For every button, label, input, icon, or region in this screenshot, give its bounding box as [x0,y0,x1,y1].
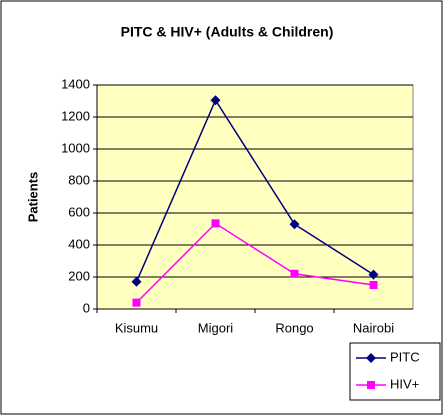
marker [368,269,379,280]
marker [369,281,378,289]
marker [366,353,376,363]
y-tick-label: 800 [68,172,90,187]
y-tick-label: 200 [68,268,90,283]
y-tick-label: 0 [83,300,90,315]
marker [290,269,299,278]
legend-label: HIV+ [390,376,419,391]
marker [367,381,375,389]
x-tick-label: Rongo [275,320,313,335]
marker [210,95,221,106]
marker [132,298,141,307]
chart-title: PITC & HIV+ (Adults & Children) [121,24,334,40]
series-line [135,222,374,304]
y-tick-label: 1000 [61,140,90,155]
x-tick-label: Migori [198,320,234,335]
y-tick-label: 1400 [61,76,90,91]
marker [211,219,220,228]
legend-label: PITC [390,349,420,364]
y-tick-label: 600 [68,204,90,219]
y-axis-title: Patients [25,172,40,223]
series-line [135,98,374,283]
y-tick-label: 400 [68,236,90,251]
marker [131,276,142,287]
marker [289,219,300,230]
x-tick-label: Nairobi [353,320,394,335]
x-tick-label: Kisumu [115,320,158,335]
plot-area [96,84,414,310]
y-tick-label: 1200 [61,108,90,123]
legend-box [349,342,441,401]
